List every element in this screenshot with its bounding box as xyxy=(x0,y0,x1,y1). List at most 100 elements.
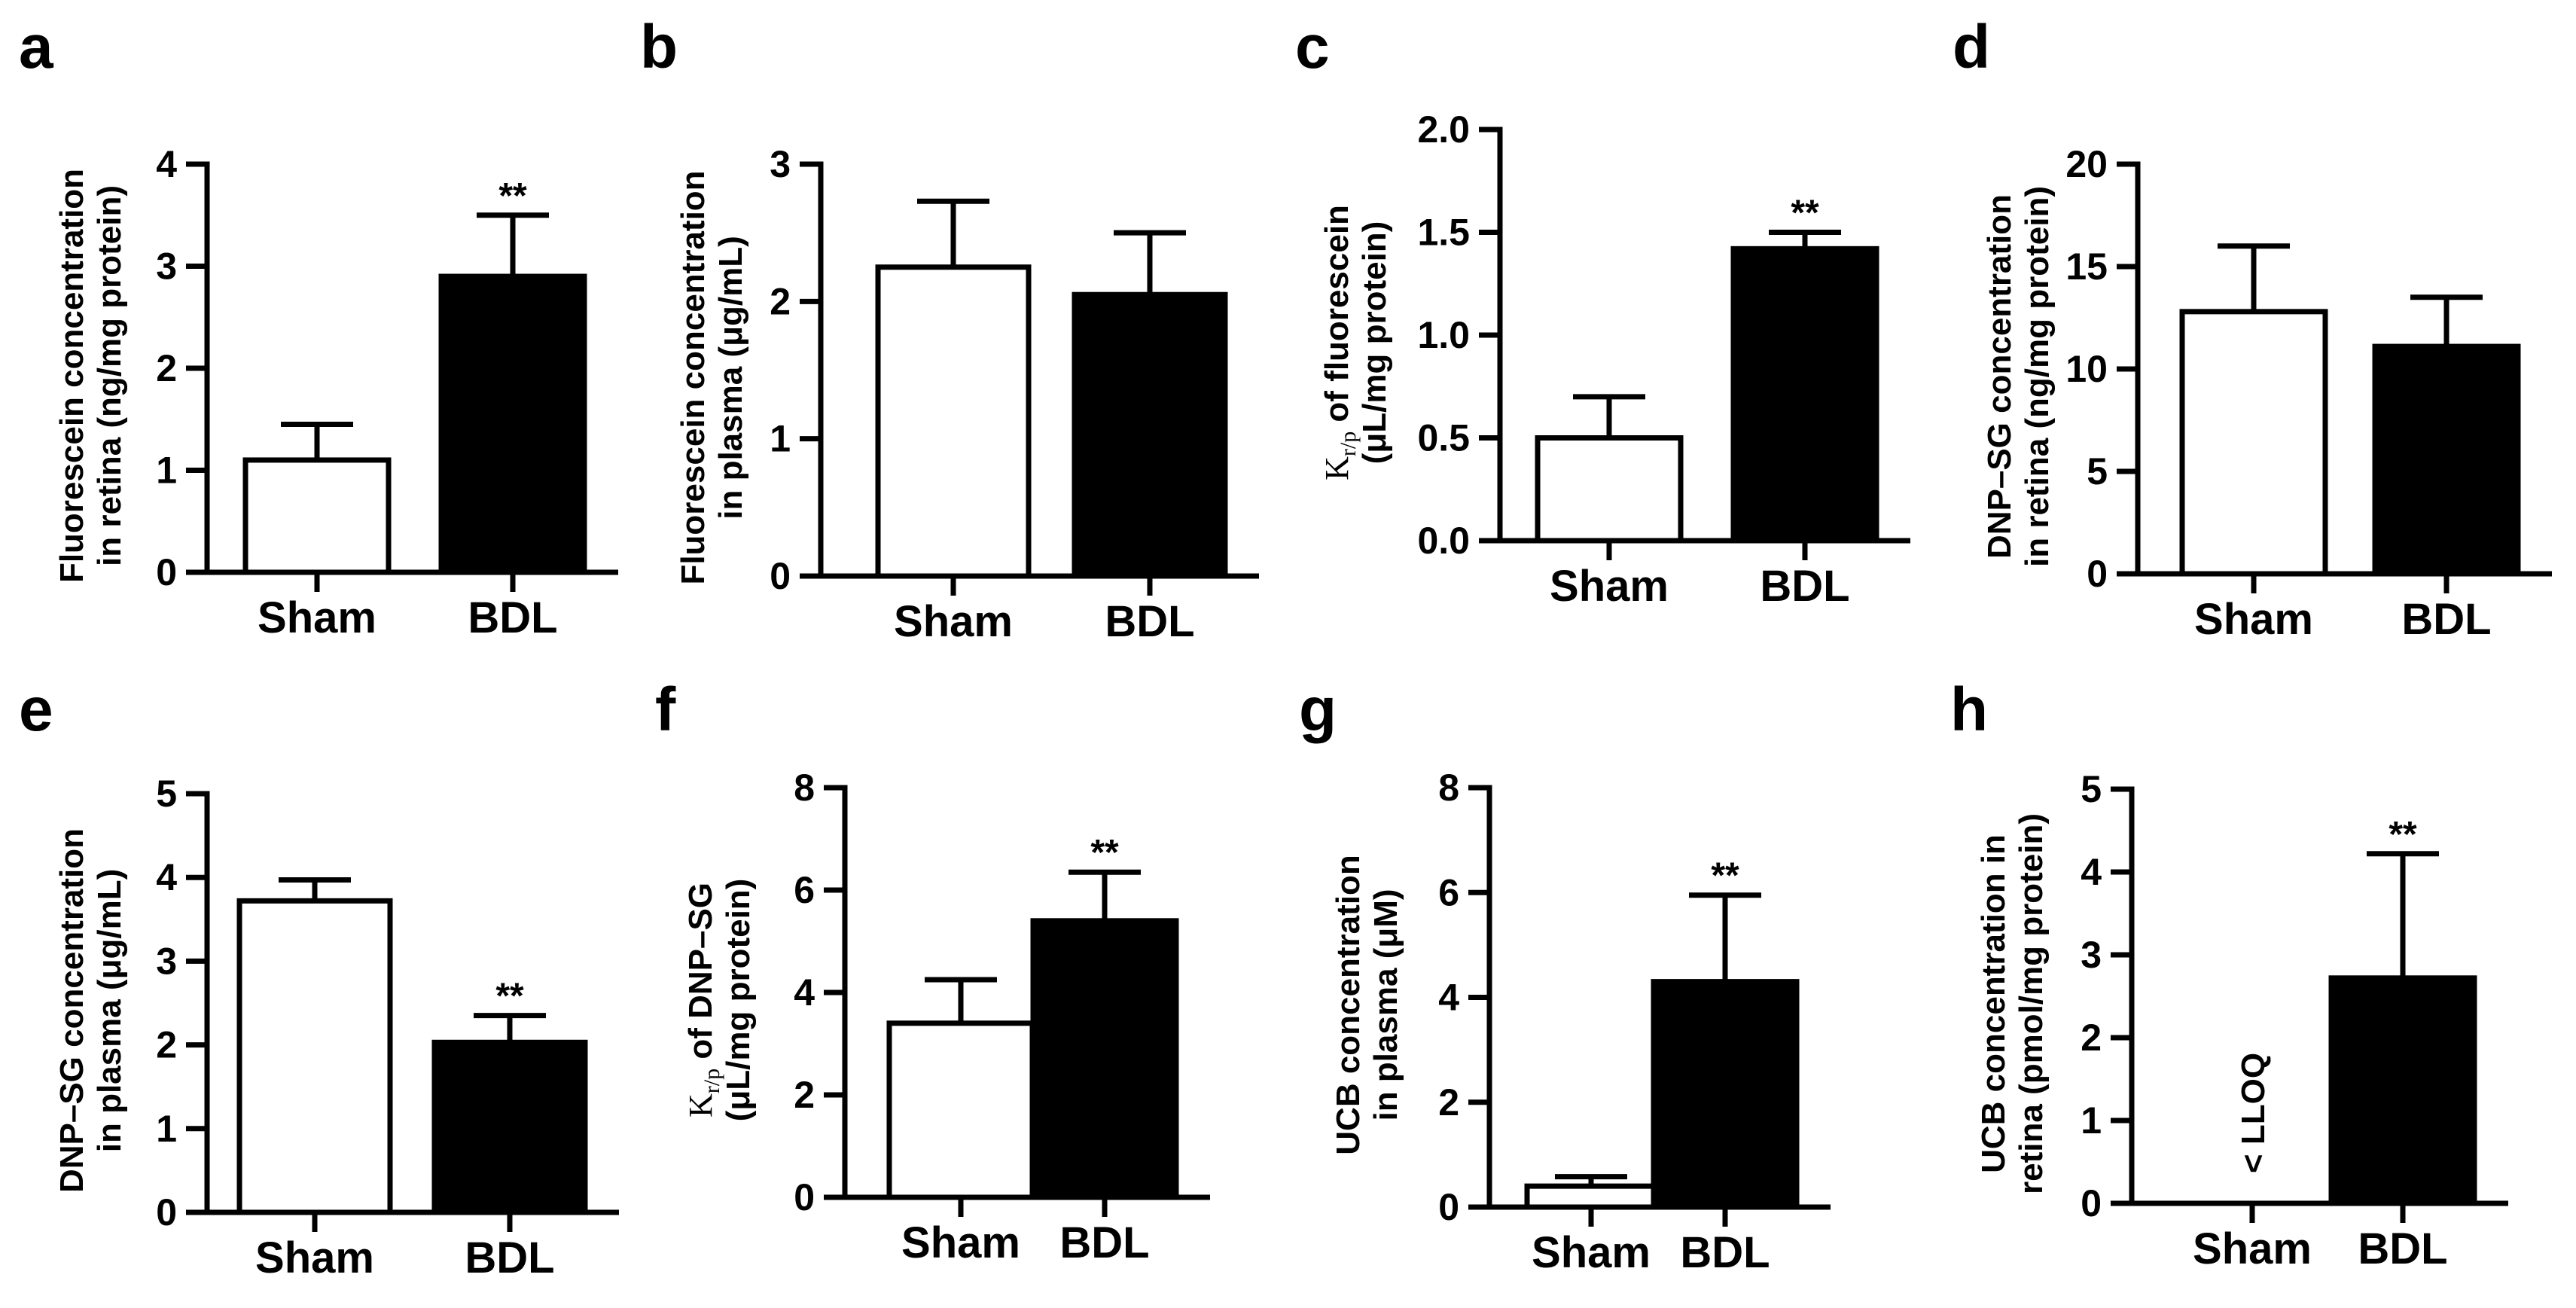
y-axis-label: in retina (ng/mg protein) xyxy=(91,185,128,566)
panel-a: a 0 1 2 3 4 Sham BDL ** Fluorescein concentration… xyxy=(19,13,618,642)
y-axis-label: in plasma (μM) xyxy=(1367,889,1404,1120)
y-tick-label: 1 xyxy=(2081,1099,2102,1142)
bar-sham xyxy=(2179,309,2328,577)
y-tick-label: 3 xyxy=(156,940,177,982)
y-axis-label: in plasma (μg/mL) xyxy=(712,236,749,520)
y-tick-label: 4 xyxy=(156,143,177,185)
y-axis-label: in retina (ng/mg protein) xyxy=(2019,186,2056,567)
x-tick-label-sham: Sham xyxy=(901,1218,1020,1267)
bar-sham xyxy=(1535,435,1684,544)
y-axis-label: Fluorescein concentration xyxy=(675,170,712,584)
panel-b: b 0 1 2 3 Sham BDL Fluorescein concentration in … xyxy=(640,13,1259,646)
x-tick-label-sham: Sham xyxy=(1532,1228,1651,1277)
panel-letter: c xyxy=(1295,13,1330,81)
bar-sham xyxy=(242,457,392,575)
y-tick-label: 5 xyxy=(156,773,177,815)
x-tick-label-sham: Sham xyxy=(255,1233,374,1282)
bar-bdl xyxy=(1030,918,1179,1200)
x-tick-label-sham: Sham xyxy=(2194,595,2313,644)
bar-bdl xyxy=(431,1039,588,1215)
y-axis-label: retina (pmol/mg protein) xyxy=(2013,813,2050,1194)
y-axis-label: Kr/p of DNP–SG xyxy=(682,883,724,1117)
x-tick-label-bdl: BDL xyxy=(1059,1218,1149,1267)
y-axis-label: in plasma (μg/mL) xyxy=(91,869,128,1153)
y-tick-label: 3 xyxy=(770,143,791,185)
y-tick-label: 4 xyxy=(156,856,177,898)
bar-bdl xyxy=(2372,343,2521,577)
y-tick-label: 2 xyxy=(156,347,177,389)
bar-sham xyxy=(236,898,393,1215)
panel-letter: a xyxy=(19,13,54,81)
y-tick-label: 2 xyxy=(1438,1081,1459,1124)
panel-e: e 0 1 2 3 4 5 Sham BDL ** DNP–SG concentration in p… xyxy=(19,675,619,1282)
y-tick-label: 0.0 xyxy=(1417,520,1470,562)
y-tick-label: 2 xyxy=(2081,1017,2102,1059)
y-axis-label: Fluorescein concentration xyxy=(53,169,90,583)
bar-bdl xyxy=(438,273,587,575)
bar-sham xyxy=(875,264,1032,579)
y-axis-label: UCB concentration xyxy=(1330,855,1367,1154)
y-tick-label: 8 xyxy=(794,767,815,809)
y-tick-label: 0 xyxy=(1438,1186,1459,1228)
bar-bdl xyxy=(2328,975,2477,1206)
bar-sham xyxy=(1524,1183,1658,1210)
below-lloq-label: < LLOQ xyxy=(2235,1053,2272,1173)
panel-letter: f xyxy=(655,675,676,744)
x-tick-label-sham: Sham xyxy=(2193,1224,2312,1273)
y-axis-label: DNP–SG concentration xyxy=(53,828,90,1193)
panel-g: g 0 2 4 6 8 Sham BDL ** UCB concentration in plasm… xyxy=(1299,675,1831,1277)
y-tick-label: 0 xyxy=(156,1191,177,1233)
x-tick-label-bdl: BDL xyxy=(468,593,557,642)
panel-letter: g xyxy=(1299,675,1337,744)
significance-marker: ** xyxy=(495,977,524,1017)
x-tick-label-sham: Sham xyxy=(258,593,376,642)
y-tick-label: 5 xyxy=(2087,450,2108,492)
y-tick-label: 1 xyxy=(156,1108,177,1150)
y-tick-label: 4 xyxy=(794,971,815,1014)
bar-sham xyxy=(886,1020,1035,1200)
x-tick-label-sham: Sham xyxy=(894,597,1013,646)
y-tick-label: 1.5 xyxy=(1417,212,1470,254)
y-axis-label: UCB concentration in xyxy=(1975,834,2012,1173)
panel-letter: h xyxy=(1950,675,1988,744)
y-tick-label: 6 xyxy=(1438,871,1459,913)
bar-bdl xyxy=(1651,979,1800,1210)
y-tick-label: 2 xyxy=(156,1024,177,1066)
x-tick-label-bdl: BDL xyxy=(2358,1224,2447,1273)
x-tick-label-bdl: BDL xyxy=(465,1233,554,1282)
y-axis-label: (μL/mg protein) xyxy=(720,879,757,1122)
x-tick-label-bdl: BDL xyxy=(1105,597,1194,646)
x-tick-label-bdl: BDL xyxy=(1680,1228,1770,1277)
y-tick-label: 4 xyxy=(2081,851,2102,893)
y-tick-label: 2 xyxy=(794,1074,815,1116)
y-tick-label: 0 xyxy=(770,555,791,597)
significance-marker: ** xyxy=(1711,856,1739,896)
y-tick-label: 4 xyxy=(1438,977,1459,1019)
y-tick-label: 15 xyxy=(2065,245,2108,288)
y-tick-label: 8 xyxy=(1438,767,1459,809)
panel-letter: d xyxy=(1953,13,1990,81)
x-tick-label-bdl: BDL xyxy=(1760,562,1849,611)
panel-letter: b xyxy=(640,13,678,81)
y-tick-label: 0 xyxy=(156,551,177,593)
bar-bdl xyxy=(1730,245,1879,544)
y-axis-label: Kr/p of fluorescein xyxy=(1318,205,1361,480)
y-tick-label: 6 xyxy=(794,869,815,911)
significance-marker: ** xyxy=(1791,194,1819,233)
y-tick-label: 2.0 xyxy=(1417,108,1470,151)
significance-marker: ** xyxy=(2389,815,2417,855)
panel-f: f 0 2 4 6 8 Sham BDL ** Kr/p of DNP–SG (μL/mg prot… xyxy=(655,675,1210,1267)
y-tick-label: 1.0 xyxy=(1417,314,1470,356)
y-tick-label: 5 xyxy=(2081,768,2102,810)
x-tick-label-sham: Sham xyxy=(1550,562,1669,611)
significance-marker: ** xyxy=(498,176,527,216)
x-tick-label-bdl: BDL xyxy=(2401,595,2491,644)
panel-d: d 0 5 10 15 20 Sham BDL DNP–SG concentration in r… xyxy=(1953,13,2552,644)
y-tick-label: 1 xyxy=(770,418,791,460)
y-tick-label: 0.5 xyxy=(1417,417,1470,459)
y-axis-label: DNP–SG concentration xyxy=(1981,194,2018,559)
bar-bdl xyxy=(1072,291,1228,579)
significance-marker: ** xyxy=(1090,833,1119,873)
y-tick-label: 1 xyxy=(156,450,177,492)
